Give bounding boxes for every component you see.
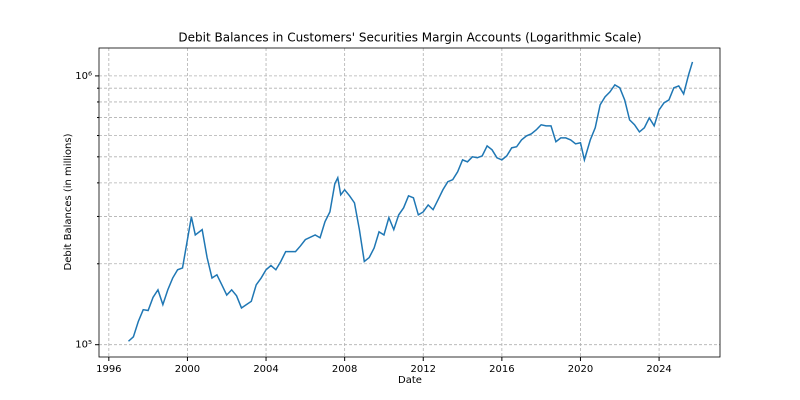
x-tick-label: 2008 (332, 364, 357, 375)
x-tick-label: 2012 (411, 364, 436, 375)
plot-frame (98, 47, 721, 358)
x-tick-label: 2004 (253, 364, 278, 375)
y-axis-label: Debit Balances (in millions) (63, 133, 74, 270)
chart-title: Debit Balances in Customers' Securities … (178, 31, 641, 45)
x-axis-label: Date (398, 375, 422, 386)
data-line (127, 61, 694, 342)
x-tick-label: 2016 (489, 364, 514, 375)
y-tick-label: 10⁶ (75, 71, 92, 82)
y-tick-label: 10⁵ (75, 340, 92, 351)
x-tick-label: 2000 (175, 364, 200, 375)
x-tick-label: 2024 (646, 364, 671, 375)
x-tick-label: 2020 (568, 364, 593, 375)
x-tick-label: 1996 (96, 364, 121, 375)
